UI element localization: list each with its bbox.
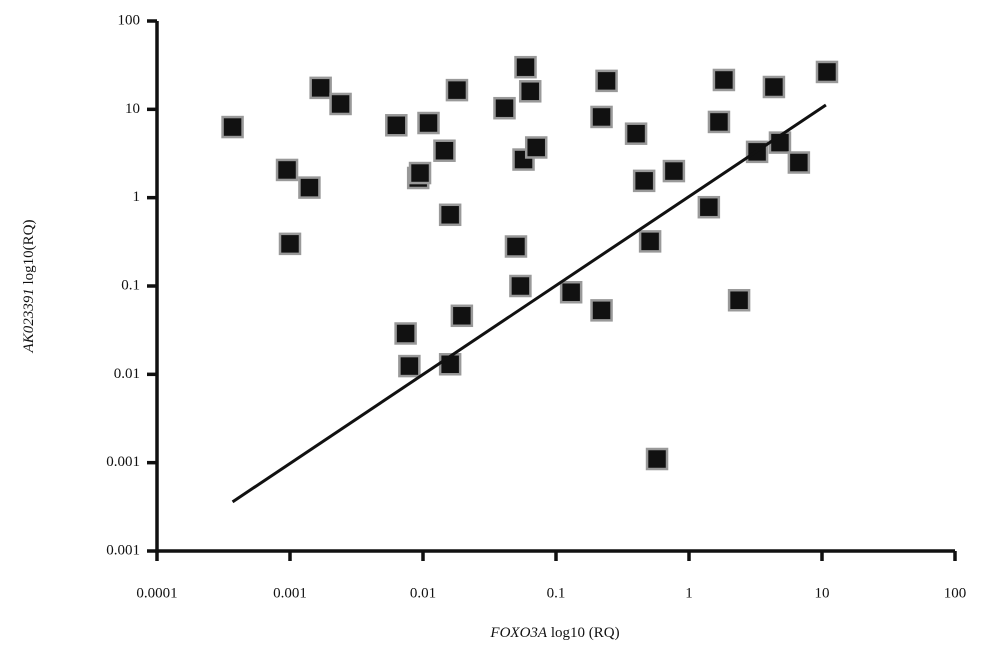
y-tick-label: 1 — [133, 189, 141, 205]
point — [524, 136, 548, 159]
point — [559, 280, 583, 304]
point — [394, 322, 417, 345]
y-tick-label: 0.001 — [106, 454, 140, 470]
y-tick-label: 0.1 — [121, 277, 140, 293]
x-tick-label: 0.01 — [410, 585, 436, 601]
point — [707, 110, 731, 134]
point — [438, 203, 462, 227]
point — [518, 80, 542, 103]
y-axis-label: AK023391 log10(RQ) — [21, 220, 37, 354]
y-tick-label: 0.01 — [114, 366, 140, 382]
point — [298, 176, 321, 199]
point — [590, 299, 613, 322]
x-label-unit: log10 (RQ) — [551, 625, 620, 641]
point — [445, 78, 469, 102]
point — [662, 159, 686, 183]
x-tick-label: 0.0001 — [136, 585, 177, 601]
point — [697, 195, 721, 219]
point — [712, 68, 736, 92]
point — [595, 69, 618, 93]
x-tick-label: 1 — [685, 585, 693, 601]
point — [638, 230, 662, 253]
point — [509, 274, 532, 298]
point — [514, 55, 537, 79]
point — [590, 105, 613, 129]
point — [645, 447, 669, 471]
point — [727, 288, 751, 312]
x-tick-label: 10 — [815, 585, 830, 601]
fit-line — [231, 103, 827, 504]
point — [504, 235, 528, 258]
y-label-gene: AK023391 — [21, 288, 37, 353]
y-label-unit: log10(RQ) — [21, 220, 37, 285]
point — [278, 232, 302, 256]
point — [417, 111, 440, 135]
point — [632, 169, 656, 193]
point — [815, 60, 839, 84]
point — [275, 158, 299, 182]
point — [408, 161, 432, 185]
y-tick-label: 0.001 — [106, 542, 140, 558]
point — [493, 96, 516, 120]
point — [433, 139, 456, 162]
point — [398, 354, 421, 378]
y-tick-label: 100 — [118, 12, 141, 28]
point — [762, 75, 786, 99]
y-tick-label: 10 — [125, 101, 140, 117]
x-label-gene: FOXO3A — [489, 625, 547, 641]
x-tick-label: 0.001 — [273, 585, 307, 601]
point — [787, 151, 811, 174]
point — [221, 115, 244, 139]
x-tick-label: 100 — [944, 585, 967, 601]
point — [450, 304, 474, 328]
x-tick-label: 0.1 — [547, 585, 566, 601]
point — [329, 92, 352, 116]
point — [309, 76, 332, 100]
point — [385, 114, 408, 137]
point — [624, 122, 648, 145]
x-axis-label: FOXO3A log10 (RQ) — [489, 625, 619, 641]
